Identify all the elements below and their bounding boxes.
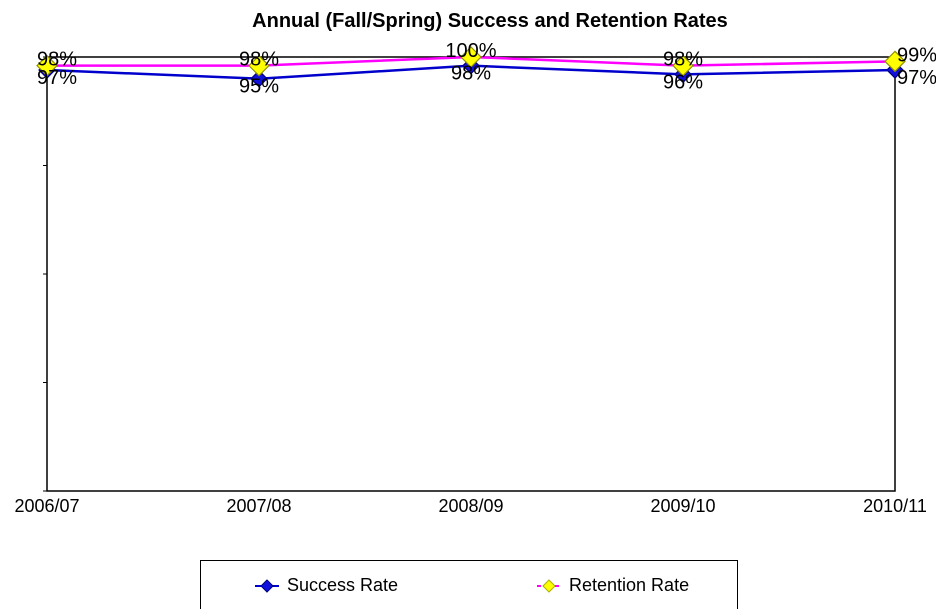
x-tick-label: 2010/11 — [863, 496, 927, 516]
legend: Success Rate Retention Rate — [200, 560, 738, 609]
data-point-marker — [248, 54, 270, 77]
data-label: 98% — [239, 49, 279, 71]
data-point-marker — [36, 54, 58, 77]
data-label: 99% — [897, 44, 936, 66]
chart-svg: Annual (Fall/Spring) Success and Retenti… — [14, 10, 936, 516]
data-point-marker — [672, 54, 694, 77]
x-tick-label: 2007/08 — [226, 496, 291, 516]
x-tick-label: 2006/07 — [14, 496, 79, 516]
legend-label-success: Success Rate — [287, 575, 399, 595]
data-point-marker — [460, 46, 482, 68]
data-label: 98% — [37, 49, 77, 71]
data-label: 98% — [663, 49, 703, 71]
data-label: 100% — [445, 40, 496, 62]
data-label: 97% — [897, 67, 936, 89]
x-tick-label: 2009/10 — [650, 496, 715, 516]
data-label: 98% — [451, 63, 491, 85]
chart-title: Annual (Fall/Spring) Success and Retenti… — [252, 10, 728, 32]
data-point-marker — [250, 69, 268, 88]
data-label: 97% — [37, 67, 77, 89]
success-rate-legend-icon — [255, 578, 279, 593]
series-layer — [36, 46, 906, 88]
x-tick-label: 2008/09 — [438, 496, 503, 516]
data-label: 95% — [239, 76, 279, 98]
plot-area — [46, 56, 896, 492]
legend-item-retention: Retention Rate — [535, 575, 689, 596]
legend-label-retention: Retention Rate — [569, 575, 690, 595]
data-point-marker — [884, 50, 906, 73]
data-label: 96% — [663, 71, 703, 93]
legend-item-success: Success Rate — [253, 575, 398, 596]
retention-rate-legend-icon — [537, 578, 561, 593]
data-label-layer: 97% 95%98% 96% 97%98% 98% 100% 98% 99% — [37, 40, 936, 98]
x-axis-labels: 2006/07 2007/08 2008/09 2009/10 2010/11 — [14, 496, 926, 516]
